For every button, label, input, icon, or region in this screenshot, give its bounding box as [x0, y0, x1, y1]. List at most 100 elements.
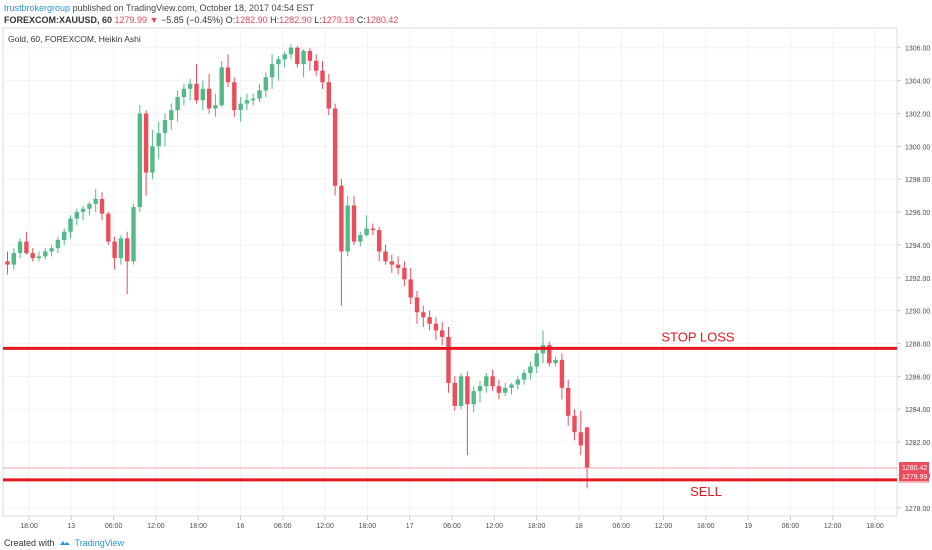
- y-tick-label: 1290.00: [905, 309, 930, 316]
- candle-body: [137, 113, 142, 208]
- candle-body: [471, 391, 476, 405]
- candle-body: [143, 113, 149, 173]
- candle-body: [118, 238, 124, 259]
- candle-body: [477, 386, 483, 392]
- candle-body: [36, 256, 42, 259]
- candle-body: [206, 88, 212, 109]
- candle-body: [11, 253, 16, 265]
- candle-body: [225, 67, 231, 83]
- candle-body: [465, 376, 470, 405]
- candle-body: [112, 241, 117, 259]
- down-arrow-icon: ▼: [149, 15, 159, 25]
- candle-body: [578, 432, 583, 446]
- price-badge-label: 1280.42: [902, 465, 927, 472]
- x-tick-label: 16: [237, 523, 245, 530]
- candle-body: [282, 54, 287, 60]
- candle-body: [395, 264, 401, 268]
- candle-body: [345, 205, 350, 252]
- x-tick-label: 18:00: [189, 523, 207, 530]
- candle-body: [458, 376, 464, 406]
- candle-body: [339, 185, 344, 252]
- tradingview-link[interactable]: TradingView: [74, 538, 125, 548]
- candle-body: [446, 336, 451, 383]
- price-badge: [899, 471, 929, 482]
- x-tick-label: 06:00: [782, 523, 800, 530]
- x-tick-label: 12:00: [316, 523, 334, 530]
- candle-body: [358, 235, 363, 242]
- candle-body: [80, 208, 86, 213]
- candle-body: [427, 317, 432, 324]
- candle-body: [566, 387, 571, 416]
- y-tick-label: 1304.00: [905, 79, 930, 86]
- candle-body: [99, 198, 105, 214]
- candle-body: [288, 47, 294, 55]
- candle-body: [93, 198, 98, 204]
- last-price: 1279.99: [114, 15, 148, 25]
- candle-body: [433, 323, 439, 331]
- y-tick-label: 1300.00: [905, 144, 930, 151]
- price-badge-label: 1279.99: [902, 474, 927, 481]
- candle-body: [276, 59, 281, 65]
- candle-body: [162, 120, 168, 134]
- x-tick-label: 13: [67, 523, 75, 530]
- candle-body: [547, 345, 552, 364]
- candle-body: [49, 248, 54, 252]
- y-tick-label: 1292.00: [905, 276, 930, 283]
- x-tick-label: 18:00: [866, 523, 884, 530]
- candle-body: [131, 207, 136, 262]
- candle-body: [156, 133, 161, 147]
- candle-body: [515, 379, 520, 385]
- symbol-label: FOREXCOM:XAUUSD, 60: [4, 15, 113, 25]
- candle-body: [175, 97, 180, 111]
- y-tick-label: 1306.00: [905, 46, 930, 53]
- y-tick-label: 1298.00: [905, 177, 930, 184]
- candle-body: [572, 415, 577, 433]
- candle-body: [194, 83, 199, 101]
- chart-title: Gold, 60, FOREXCOM, Heikin Ashi: [8, 34, 141, 44]
- candle-body: [24, 241, 29, 254]
- level-label: SELL: [690, 484, 722, 499]
- candle-body: [490, 376, 495, 387]
- candle-body: [232, 82, 237, 111]
- candle-body: [452, 382, 457, 406]
- candle-body: [125, 238, 130, 262]
- price-badge: [899, 462, 929, 473]
- candle-body: [301, 51, 306, 65]
- grid-lines: [3, 28, 897, 516]
- y-tick-label: 1282.00: [905, 440, 930, 447]
- candle-body: [200, 88, 205, 101]
- candle-body: [484, 376, 489, 387]
- candle-body: [251, 98, 256, 101]
- x-tick-label: 12:00: [486, 523, 504, 530]
- price-change: −5.85 (−0.45%): [161, 15, 224, 25]
- candle-body: [440, 330, 445, 337]
- x-tick-label: 18:00: [359, 523, 377, 530]
- close-value: 1280.42: [365, 15, 399, 25]
- candle-body: [244, 100, 250, 104]
- created-with-text: Created with: [4, 538, 55, 548]
- y-tick-label: 1286.00: [905, 374, 930, 381]
- levels-layer: STOP LOSS SELL: [3, 329, 897, 499]
- price-axis[interactable]: 1278.001280.001282.001284.001286.001288.…: [897, 46, 930, 513]
- candle-body: [408, 279, 413, 298]
- tradingview-cloud-icon: [59, 541, 70, 545]
- candle-body: [238, 103, 243, 111]
- candle-body: [87, 203, 92, 209]
- candle-body: [364, 228, 369, 236]
- candle-body: [17, 241, 23, 254]
- candle-body: [351, 205, 357, 242]
- low-label: L:: [314, 15, 322, 25]
- level-label: STOP LOSS: [661, 329, 735, 344]
- x-tick-label: 18: [575, 523, 583, 530]
- high-value: 1282.90: [279, 15, 312, 25]
- candle-body: [553, 359, 558, 364]
- candle-body: [584, 427, 590, 469]
- y-tick-label: 1296.00: [905, 210, 930, 217]
- candle-body: [559, 359, 565, 388]
- x-tick-label: 18:00: [20, 523, 38, 530]
- time-axis[interactable]: 18:00 13 06:00 12:00 18:00 16 06:00 12:00 18:00 1…: [20, 516, 884, 530]
- author-link[interactable]: trustbrokergroup: [4, 3, 71, 13]
- candle-body: [257, 90, 262, 99]
- candle-body: [332, 108, 338, 186]
